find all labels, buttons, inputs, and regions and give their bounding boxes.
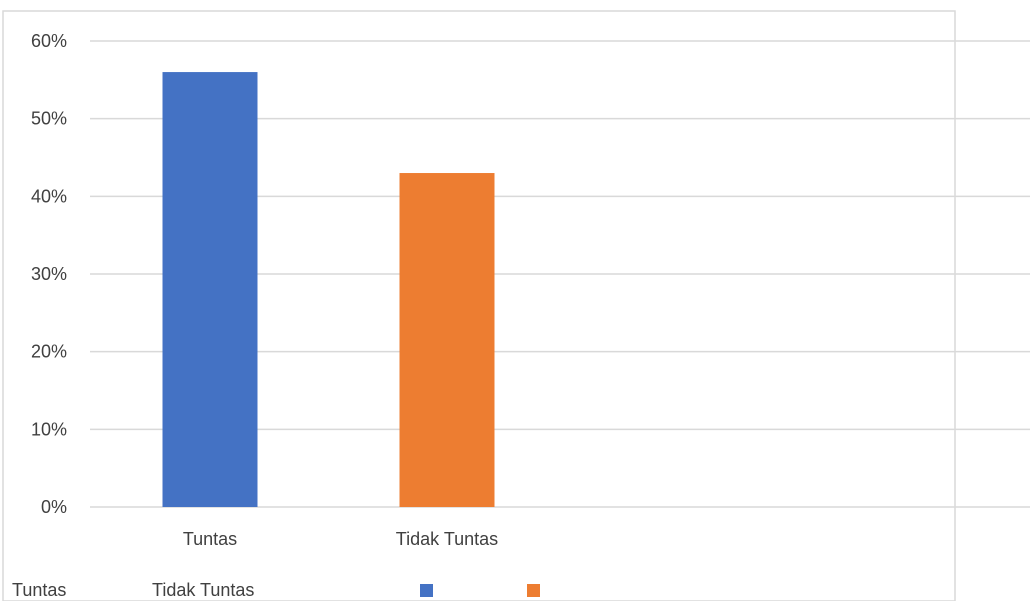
- y-tick-label: 30%: [31, 264, 67, 284]
- bar: [399, 173, 495, 508]
- x-axis-category-labels: Tuntas Tidak Tuntas: [183, 529, 498, 549]
- legend-swatch: [527, 584, 540, 597]
- y-tick-label: 0%: [41, 497, 67, 517]
- y-tick-label: 10%: [31, 419, 67, 439]
- legend-label: Tidak Tuntas: [152, 580, 254, 600]
- y-tick-label: 40%: [31, 186, 67, 206]
- y-tick-label: 60%: [31, 31, 67, 51]
- legend-swatch: [420, 584, 433, 597]
- y-axis-tick-labels: 0% 10% 20% 30% 40% 50% 60%: [31, 31, 67, 517]
- x-category-label: Tidak Tuntas: [396, 529, 498, 549]
- legend: Tuntas Tidak Tuntas: [12, 580, 540, 600]
- y-tick-label: 50%: [31, 109, 67, 129]
- bars: [162, 72, 495, 508]
- x-category-label: Tuntas: [183, 529, 237, 549]
- legend-label: Tuntas: [12, 580, 66, 600]
- y-tick-label: 20%: [31, 342, 67, 362]
- bar: [162, 72, 258, 508]
